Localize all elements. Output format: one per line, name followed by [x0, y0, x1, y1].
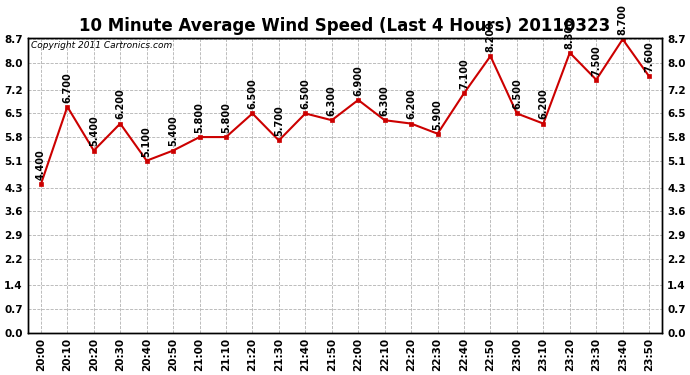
Text: 6.500: 6.500 [300, 78, 310, 109]
Title: 10 Minute Average Wind Speed (Last 4 Hours) 20110323: 10 Minute Average Wind Speed (Last 4 Hou… [79, 16, 611, 34]
Text: 7.100: 7.100 [459, 58, 469, 89]
Text: 8.700: 8.700 [618, 4, 628, 35]
Text: 6.200: 6.200 [406, 88, 416, 119]
Text: 5.100: 5.100 [141, 126, 152, 156]
Text: 6.300: 6.300 [380, 85, 390, 116]
Text: 6.900: 6.900 [353, 65, 363, 96]
Text: 7.600: 7.600 [644, 41, 654, 72]
Text: 8.200: 8.200 [486, 21, 495, 52]
Text: 5.800: 5.800 [221, 102, 231, 133]
Text: Copyright 2011 Cartronics.com: Copyright 2011 Cartronics.com [31, 40, 172, 50]
Text: 6.500: 6.500 [512, 78, 522, 109]
Text: 5.400: 5.400 [89, 116, 99, 146]
Text: 6.200: 6.200 [538, 88, 549, 119]
Text: 8.300: 8.300 [565, 18, 575, 49]
Text: 5.700: 5.700 [274, 105, 284, 136]
Text: 5.400: 5.400 [168, 116, 178, 146]
Text: 5.900: 5.900 [433, 99, 442, 129]
Text: 6.700: 6.700 [62, 72, 72, 102]
Text: 7.500: 7.500 [591, 45, 601, 75]
Text: 6.200: 6.200 [115, 88, 125, 119]
Text: 6.500: 6.500 [248, 78, 257, 109]
Text: 4.400: 4.400 [36, 149, 46, 180]
Text: 6.300: 6.300 [327, 85, 337, 116]
Text: 5.800: 5.800 [195, 102, 204, 133]
